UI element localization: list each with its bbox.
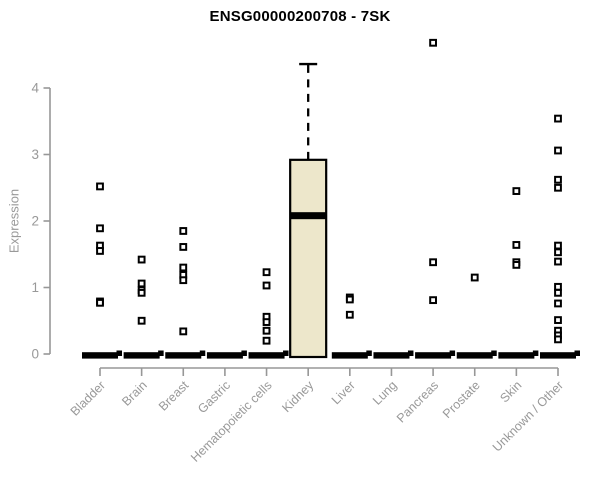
data-point [262, 268, 271, 277]
x-category-label: Lung [370, 378, 400, 408]
data-point [262, 326, 271, 335]
x-category-label: Bladder [68, 378, 108, 418]
data-point [179, 327, 188, 336]
x-category-label: Hematopoietic cells [188, 378, 275, 465]
data-point [554, 335, 562, 344]
x-category-label: Pancreas [394, 378, 441, 425]
data-point [554, 114, 562, 123]
x-category-label: Brain [119, 378, 150, 409]
median-line [290, 212, 327, 220]
collapsed-box [123, 352, 160, 359]
zero-point-nub [366, 350, 372, 356]
data-point [137, 279, 146, 288]
data-point [179, 263, 188, 272]
data-point [96, 247, 104, 255]
chart-title: ENSG00000200708 - 7SK [209, 8, 391, 25]
data-point [554, 257, 562, 266]
zero-point-nub [116, 350, 122, 356]
data-point [429, 296, 437, 305]
x-category-label: Unknown / Other [490, 378, 566, 454]
data-point [262, 336, 271, 345]
y-tick-label: 0 [31, 347, 39, 362]
data-point [179, 243, 188, 251]
collapsed-box [331, 352, 368, 359]
zero-point-nub [283, 350, 289, 356]
data-point [554, 282, 562, 291]
x-category-label: Liver [329, 378, 358, 407]
y-tick-label: 3 [31, 147, 39, 162]
data-point [96, 182, 104, 191]
x-category-label: Breast [156, 378, 192, 414]
data-point [512, 260, 521, 269]
data-point [96, 298, 104, 307]
data-point [554, 316, 562, 324]
x-category-label: Kidney [279, 378, 316, 415]
data-point [137, 288, 146, 297]
data-point [262, 281, 271, 290]
zero-point-nub [199, 350, 206, 356]
y-tick-label: 1 [31, 280, 39, 295]
x-category-label: Gastric [195, 378, 233, 416]
x-category-label: Skin [497, 378, 524, 405]
data-point [345, 295, 354, 304]
zero-point-nub [532, 350, 539, 356]
y-tick-label: 2 [31, 214, 39, 229]
collapsed-box [456, 352, 493, 359]
data-point [554, 241, 562, 250]
data-point [554, 183, 562, 192]
collapsed-box [498, 352, 535, 359]
data-point [554, 175, 562, 184]
data-point [554, 299, 562, 308]
data-point [137, 316, 146, 325]
box [289, 158, 328, 359]
collapsed-box [540, 352, 576, 359]
zero-point-nub [241, 350, 247, 356]
data-point [470, 273, 479, 282]
zero-point-nub [491, 350, 497, 356]
y-tick-label: 4 [31, 81, 39, 96]
data-point [429, 38, 437, 47]
x-category-label: Prostate [440, 378, 483, 421]
data-point [554, 248, 562, 257]
data-point [345, 310, 354, 319]
zero-point-nub [407, 350, 414, 356]
zero-point-nub [158, 350, 164, 356]
collapsed-box [82, 352, 118, 359]
data-point [179, 276, 188, 285]
collapsed-box [165, 352, 202, 359]
collapsed-box [373, 352, 410, 359]
data-point [429, 258, 437, 267]
collapsed-box [248, 352, 285, 359]
data-point [554, 146, 562, 155]
data-point [262, 318, 271, 326]
collapsed-box [415, 352, 452, 359]
data-point [96, 224, 104, 233]
data-point [137, 255, 146, 264]
data-point [512, 241, 521, 249]
collapsed-box [206, 352, 243, 359]
data-point [512, 187, 521, 195]
data-point [554, 288, 562, 297]
zero-point-nub [449, 350, 456, 356]
data-point [179, 227, 188, 235]
zero-point-nub [574, 350, 580, 356]
